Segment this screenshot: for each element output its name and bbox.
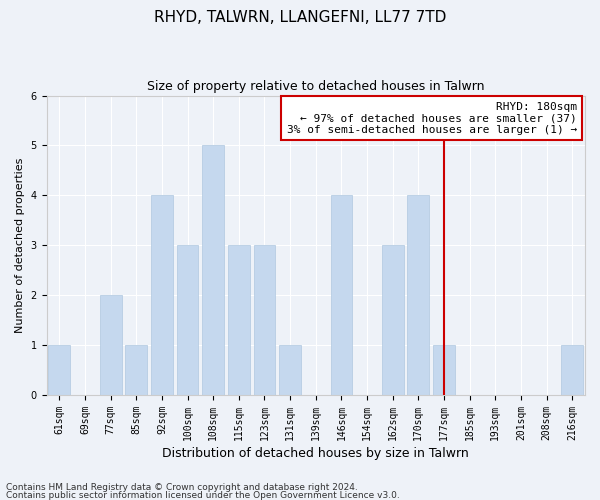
Bar (202, 146, 224, 395)
Bar (561, 345, 583, 395)
Bar (382, 246, 404, 395)
Bar (151, 196, 173, 395)
Bar (331, 196, 352, 395)
Bar (100, 295, 122, 395)
Bar (407, 196, 429, 395)
Text: RHYD: 180sqm
← 97% of detached houses are smaller (37)
3% of semi-detached house: RHYD: 180sqm ← 97% of detached houses ar… (287, 102, 577, 134)
Text: RHYD, TALWRN, LLANGEFNI, LL77 7TD: RHYD, TALWRN, LLANGEFNI, LL77 7TD (154, 10, 446, 25)
Bar (433, 345, 455, 395)
Bar (125, 345, 147, 395)
Text: Contains HM Land Registry data © Crown copyright and database right 2024.: Contains HM Land Registry data © Crown c… (6, 484, 358, 492)
Bar (228, 246, 250, 395)
Text: Contains public sector information licensed under the Open Government Licence v3: Contains public sector information licen… (6, 490, 400, 500)
Bar (279, 345, 301, 395)
Bar (254, 246, 275, 395)
Y-axis label: Number of detached properties: Number of detached properties (15, 158, 25, 333)
Bar (176, 246, 199, 395)
Bar (49, 345, 70, 395)
X-axis label: Distribution of detached houses by size in Talwrn: Distribution of detached houses by size … (163, 447, 469, 460)
Title: Size of property relative to detached houses in Talwrn: Size of property relative to detached ho… (147, 80, 485, 93)
